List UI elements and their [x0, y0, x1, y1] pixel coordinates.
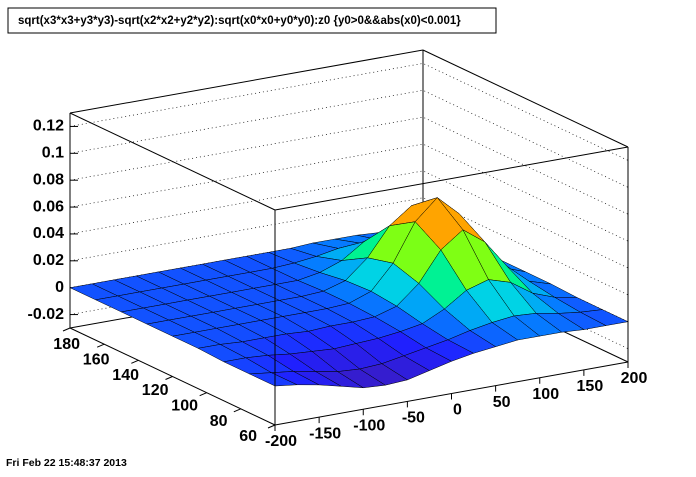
y-tick-label: 160	[83, 352, 110, 369]
surface-cell	[249, 372, 298, 387]
box-edge	[69, 112, 276, 211]
x-tick-label: 0	[453, 402, 462, 419]
z-tick-label: 0.06	[33, 198, 64, 215]
y-tick	[267, 424, 276, 429]
y-tick	[165, 376, 173, 380]
x-tick-label: 200	[621, 370, 648, 387]
y-tick-label: 140	[112, 367, 139, 384]
y-tick	[233, 408, 242, 413]
z-tick-label: 0.08	[33, 171, 64, 188]
plot: -0.02 0 0.02 0.04 0.06 0.08 0.1 0.12 -200 -150 -10…	[28, 49, 648, 450]
x-tick-label: -200	[265, 433, 297, 450]
y-tick	[96, 343, 105, 348]
title-box	[7, 7, 497, 34]
z-tick-label: 0.04	[33, 225, 64, 242]
z-tick-label: 0.12	[33, 118, 64, 135]
x-tick-label: 50	[493, 394, 511, 411]
y-tick	[62, 327, 71, 332]
z-tick-label: 0	[55, 279, 64, 296]
box-edge	[422, 49, 629, 148]
y-tick-label: 60	[239, 428, 257, 445]
x-tick-label: -100	[353, 417, 385, 434]
box-edge	[69, 49, 424, 114]
z-tick-label: -0.02	[28, 306, 65, 323]
y-tick-label: 120	[142, 382, 169, 399]
y-tick	[199, 392, 207, 397]
y-tick	[131, 359, 139, 364]
x-tick-label: 150	[577, 378, 604, 395]
x-tick-label: -150	[309, 425, 341, 442]
chart-title: sqrt(x3*x3+y3*y3)-sqrt(x2*x2+y2*y2):sqrt…	[18, 15, 461, 27]
x-tick-label: 100	[532, 386, 559, 403]
footer-date: Fri Feb 22 15:48:37 2013	[6, 457, 127, 469]
y-tick-label: 180	[53, 336, 80, 353]
y-tick-label: 80	[210, 413, 228, 430]
y-tick-label: 100	[171, 398, 198, 415]
z-tick-label: 0.02	[33, 252, 64, 269]
z-tick-label: 0.1	[42, 145, 64, 162]
x-tick-label: -50	[402, 410, 425, 427]
box-edge	[274, 146, 629, 211]
